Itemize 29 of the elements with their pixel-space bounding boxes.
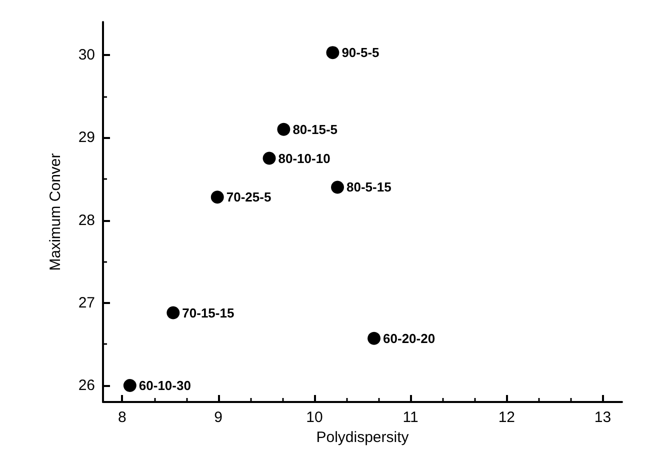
annotation: 60-20-20 (383, 330, 436, 346)
x-axis-title: Polydispersity (316, 428, 410, 446)
y-tick-label: 29 (78, 129, 95, 146)
annotation: 80-5-15 (346, 180, 392, 195)
x-tick-label: 8 (118, 409, 126, 426)
y-tick-label: 26 (78, 376, 95, 394)
annotation: 80-15-5 (292, 122, 338, 137)
point (277, 122, 290, 136)
point (368, 332, 381, 345)
annotation: 60-10-30 (138, 378, 191, 393)
point (262, 152, 276, 165)
y-tick-label: 28 (78, 212, 95, 229)
x-tick-label: 11 (402, 409, 418, 426)
x-tick-label: 13 (594, 409, 612, 426)
point (331, 180, 344, 194)
point (123, 378, 136, 392)
y-tick-label: 30 (78, 46, 95, 64)
annotation: 70-25-5 (226, 190, 272, 205)
x-tick-label: 9 (214, 409, 223, 426)
annotation: 80-10-10 (278, 150, 330, 166)
y-tick-label: 27 (78, 294, 95, 312)
annotation: 90-5-5 (342, 45, 380, 60)
point (166, 306, 180, 320)
point (210, 190, 224, 204)
annotation: 70-15-15 (182, 305, 234, 320)
y-axis-title: Maximum Conver (47, 153, 64, 271)
point (326, 46, 340, 60)
x-tick-label: 12 (498, 409, 516, 426)
x-tick-label: 10 (306, 409, 323, 426)
